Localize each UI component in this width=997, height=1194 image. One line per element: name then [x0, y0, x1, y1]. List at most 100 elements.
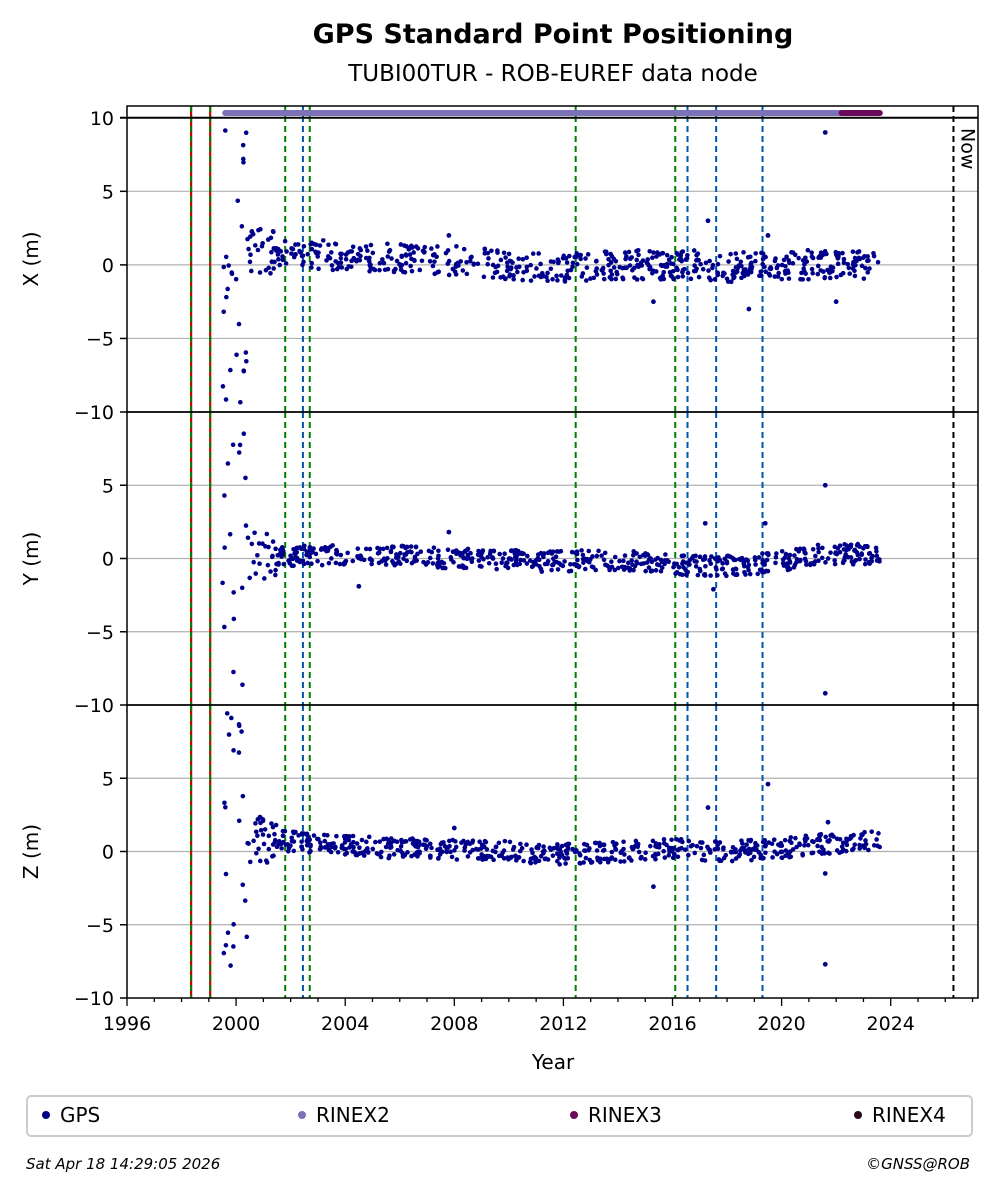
- gps-point: [448, 849, 453, 855]
- gps-point: [319, 546, 324, 551]
- gps-point: [503, 562, 509, 568]
- gps-point: [231, 669, 236, 675]
- gps-point: [315, 254, 321, 259]
- gps-point: [277, 262, 283, 268]
- gps-point: [293, 242, 298, 247]
- gps-point: [875, 259, 881, 265]
- gps-point: [705, 844, 710, 850]
- gps-point: [594, 848, 600, 853]
- gps-point: [853, 558, 859, 563]
- gps-point: [452, 269, 458, 274]
- gps-point: [774, 551, 779, 556]
- gps-point: [392, 838, 397, 844]
- gps-point: [715, 846, 721, 852]
- gps-point: [497, 551, 502, 557]
- gps-point: [712, 277, 718, 282]
- gps-point: [222, 545, 227, 550]
- gps-point: [380, 546, 386, 552]
- gps-point: [504, 268, 510, 274]
- gps-point: [684, 255, 690, 261]
- gps-point: [493, 561, 499, 567]
- gps-point: [760, 570, 765, 575]
- gps-point: [222, 624, 227, 630]
- gps-point: [697, 554, 703, 560]
- gps-point: [741, 267, 747, 272]
- gps-point: [746, 837, 751, 843]
- gps-point: [581, 560, 586, 565]
- gps-point: [271, 246, 277, 251]
- gps-outlier-point: [705, 218, 711, 224]
- gps-point: [270, 842, 276, 847]
- gps-point: [222, 800, 227, 806]
- gps-point: [409, 268, 415, 274]
- gps-point: [541, 844, 546, 849]
- gps-point: [326, 242, 331, 248]
- gps-point: [765, 568, 771, 574]
- gps-point: [443, 250, 449, 256]
- gps-point: [525, 553, 530, 559]
- gps-point: [442, 843, 448, 849]
- gps-point: [618, 859, 623, 864]
- gps-point: [866, 847, 871, 853]
- gps-point: [431, 545, 437, 551]
- gps-point: [243, 475, 248, 481]
- gps-point: [692, 850, 698, 856]
- gps-point: [776, 270, 781, 276]
- gps-point: [343, 256, 349, 262]
- gps-point: [223, 871, 229, 877]
- gps-point: [415, 854, 420, 859]
- gps-point: [796, 255, 801, 261]
- gps-point: [273, 572, 278, 578]
- gps-point: [677, 838, 682, 843]
- gps-point: [394, 258, 400, 264]
- gps-point: [617, 558, 622, 564]
- gps-point: [501, 856, 507, 861]
- gps-point: [354, 841, 360, 846]
- gps-point: [228, 963, 233, 968]
- gps-point: [239, 729, 244, 734]
- gps-point: [357, 257, 363, 263]
- gps-point: [279, 554, 284, 559]
- gps-point: [338, 260, 344, 266]
- gps-point: [284, 249, 289, 254]
- gps-point: [708, 277, 713, 283]
- gps-point: [413, 844, 418, 849]
- gps-point: [477, 563, 483, 569]
- gps-point: [262, 576, 267, 581]
- gps-point: [840, 270, 846, 276]
- gps-point: [661, 269, 667, 275]
- gps-point: [788, 835, 794, 840]
- gps-point: [247, 259, 253, 265]
- gps-point: [775, 274, 781, 279]
- legend-item-rinex4: RINEX4: [854, 1103, 946, 1127]
- gps-point: [593, 268, 599, 274]
- gps-point: [236, 750, 242, 755]
- gps-point: [555, 278, 560, 283]
- legend-item-rinex3: RINEX3: [570, 1103, 662, 1127]
- gps-point: [857, 544, 863, 550]
- gps-point: [758, 269, 764, 274]
- gps-point: [559, 843, 565, 849]
- gps-point: [480, 842, 485, 848]
- gps-point: [407, 252, 413, 257]
- gps-point: [305, 560, 310, 566]
- gps-point: [393, 561, 399, 567]
- gps-point: [636, 849, 642, 855]
- gps-point: [365, 850, 371, 855]
- gps-point: [445, 547, 451, 553]
- gps-point: [739, 846, 745, 851]
- gps-point: [685, 270, 691, 276]
- gps-point: [297, 545, 303, 550]
- gps-point: [449, 854, 455, 860]
- gps-point: [220, 580, 225, 586]
- gps-point: [851, 259, 856, 265]
- gps-point: [518, 841, 523, 847]
- x-axis-label: Year: [531, 1050, 575, 1074]
- gps-point: [409, 560, 415, 566]
- gps-point: [280, 257, 286, 263]
- gps-point: [858, 836, 863, 841]
- gps-point: [423, 562, 429, 567]
- gps-point: [291, 848, 297, 854]
- gps-point: [436, 553, 441, 559]
- legend-item-gps: GPS: [42, 1103, 100, 1127]
